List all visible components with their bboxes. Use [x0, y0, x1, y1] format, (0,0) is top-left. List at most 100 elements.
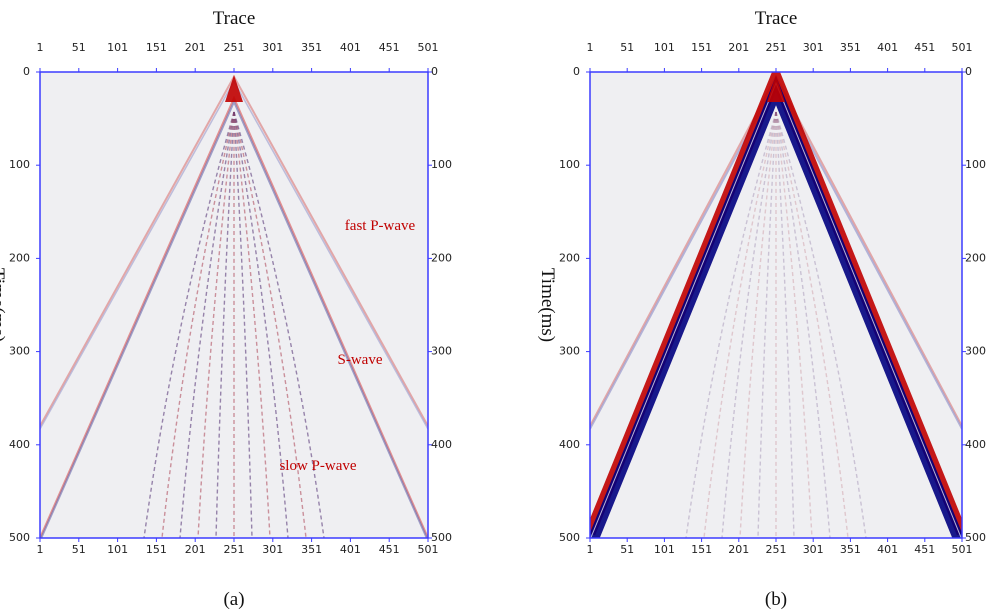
- slow-wave: [775, 111, 867, 538]
- x-tick-label: 451: [914, 41, 935, 54]
- x-tick-label: 351: [840, 543, 861, 556]
- x-tick-label: 151: [146, 41, 167, 54]
- apex: [225, 75, 243, 102]
- slow-wave: [685, 111, 777, 538]
- slow-wave: [197, 111, 235, 538]
- y-tick-label: 0: [573, 65, 580, 78]
- y-axis-title: Time(ms): [0, 268, 8, 342]
- slow-wave: [721, 111, 777, 538]
- x-tick-label: 251: [766, 543, 787, 556]
- x-tick-label: 201: [185, 41, 206, 54]
- y-tick-label: 200: [431, 251, 452, 264]
- slow-wave: [179, 111, 235, 538]
- y-tick-label: 300: [559, 345, 580, 358]
- y-tick-label: 0: [23, 65, 30, 78]
- x-tick-label: 1: [587, 543, 594, 556]
- wavefield: [590, 72, 962, 538]
- x-tick-label: 301: [262, 543, 283, 556]
- slow-wave: [775, 111, 831, 538]
- x-tick-label: 101: [654, 41, 675, 54]
- x-tick-label: 101: [107, 543, 128, 556]
- y-tick-label: 200: [965, 251, 986, 264]
- slow-wave: [775, 111, 849, 538]
- x-tick-label: 151: [691, 543, 712, 556]
- x-tick-label: 201: [185, 543, 206, 556]
- y-tick-label: 500: [9, 531, 30, 544]
- x-axis-title: Trace: [755, 8, 798, 29]
- x-axis-title: Trace: [213, 8, 256, 29]
- slow-wave: [161, 111, 235, 538]
- y-tick-label: 400: [559, 438, 580, 451]
- x-tick-label: 451: [914, 543, 935, 556]
- y-tick-label: 200: [559, 251, 580, 264]
- y-tick-label: 400: [9, 438, 30, 451]
- slow-wave: [233, 111, 289, 538]
- x-tick-label: 301: [803, 543, 824, 556]
- x-tick-label: 301: [262, 41, 283, 54]
- x-tick-label: 501: [952, 543, 973, 556]
- caption: (a): [223, 589, 244, 610]
- y-tick-label: 100: [559, 158, 580, 171]
- x-tick-label: 401: [877, 543, 898, 556]
- x-tick-label: 251: [766, 41, 787, 54]
- x-tick-label: 501: [952, 41, 973, 54]
- apex: [767, 75, 785, 102]
- slow-wave: [703, 111, 777, 538]
- x-tick-label: 1: [587, 41, 594, 54]
- y-tick-label: 400: [965, 438, 986, 451]
- slow-wave: [757, 111, 777, 538]
- annotation: slow P-wave: [279, 458, 356, 474]
- slow-wave: [233, 111, 307, 538]
- slow-wave: [739, 111, 777, 538]
- x-tick-label: 1: [37, 543, 44, 556]
- panel: 1151511011011511512012012512513013013513…: [537, 8, 986, 610]
- x-tick-label: 401: [877, 41, 898, 54]
- caption: (b): [765, 589, 787, 610]
- wavefield: [40, 74, 428, 538]
- x-tick-label: 351: [301, 41, 322, 54]
- x-tick-label: 401: [340, 543, 361, 556]
- y-tick-label: 200: [9, 251, 30, 264]
- y-tick-label: 100: [965, 158, 986, 171]
- slow-wave: [233, 111, 253, 538]
- y-tick-label: 0: [965, 65, 972, 78]
- x-tick-label: 501: [418, 41, 439, 54]
- x-tick-label: 351: [301, 543, 322, 556]
- x-tick-label: 151: [691, 41, 712, 54]
- annotation: S-wave: [338, 352, 383, 368]
- panel: 1151511011011511512012012512513013013513…: [0, 8, 452, 610]
- y-tick-label: 300: [9, 345, 30, 358]
- x-tick-label: 401: [340, 41, 361, 54]
- slow-wave: [775, 111, 795, 538]
- y-tick-label: 100: [9, 158, 30, 171]
- slow-wave: [143, 111, 235, 538]
- y-tick-label: 0: [431, 65, 438, 78]
- x-tick-label: 451: [379, 543, 400, 556]
- x-tick-label: 351: [840, 41, 861, 54]
- slow-wave: [233, 111, 325, 538]
- y-tick-label: 300: [431, 345, 452, 358]
- x-tick-label: 501: [418, 543, 439, 556]
- x-tick-label: 251: [224, 41, 245, 54]
- annotation: fast P-wave: [345, 218, 416, 234]
- x-tick-label: 251: [224, 543, 245, 556]
- slow-wave: [233, 111, 271, 538]
- y-tick-label: 300: [965, 345, 986, 358]
- slow-wave: [775, 111, 813, 538]
- x-tick-label: 101: [654, 543, 675, 556]
- x-tick-label: 51: [72, 543, 86, 556]
- x-tick-label: 1: [37, 41, 44, 54]
- y-axis-title: Time(ms): [537, 268, 558, 342]
- x-tick-label: 151: [146, 543, 167, 556]
- y-tick-label: 500: [431, 531, 452, 544]
- y-tick-label: 500: [965, 531, 986, 544]
- y-tick-label: 500: [559, 531, 580, 544]
- x-tick-label: 301: [803, 41, 824, 54]
- y-tick-label: 100: [431, 158, 452, 171]
- x-tick-label: 201: [728, 41, 749, 54]
- x-tick-label: 51: [620, 41, 634, 54]
- x-tick-label: 101: [107, 41, 128, 54]
- x-tick-label: 51: [620, 543, 634, 556]
- slow-wave: [215, 111, 235, 538]
